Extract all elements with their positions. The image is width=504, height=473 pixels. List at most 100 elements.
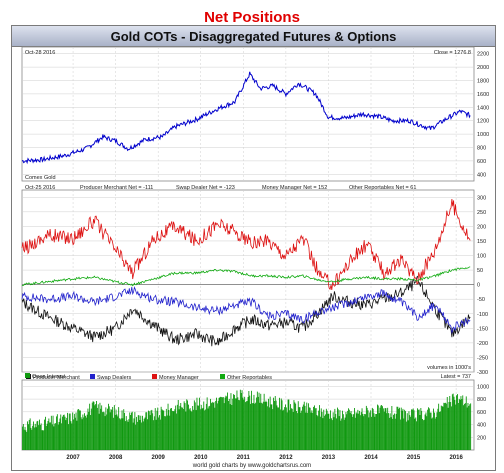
y-tick-label-net_positions: -50: [477, 297, 485, 303]
oi-bar: [436, 412, 438, 450]
panel-net_positions-frame: [21, 189, 475, 373]
oi-bar: [369, 412, 371, 450]
y-tick-label-price: 600: [477, 159, 486, 165]
oi-bar: [391, 406, 393, 450]
oi-bar: [84, 413, 85, 450]
oi-bar: [210, 398, 211, 450]
oi-bar: [440, 411, 441, 450]
oi-bar: [180, 403, 182, 450]
oi-bar: [170, 408, 171, 450]
oi-bar: [427, 409, 429, 450]
oi-bar: [241, 390, 243, 450]
oi-bar: [83, 417, 85, 450]
oi-bar: [162, 410, 164, 450]
oi-bar: [86, 414, 88, 450]
oi-bar: [113, 405, 115, 450]
oi-bar: [377, 404, 378, 450]
net-date-label: Oct-25 2016: [25, 185, 55, 191]
oi-bar: [320, 408, 322, 450]
oi-bar: [457, 394, 458, 450]
oi-bar: [171, 410, 173, 450]
oi-bar: [96, 401, 97, 450]
oi-bar: [141, 422, 143, 450]
oi-bar: [343, 419, 345, 450]
oi-bar: [319, 405, 320, 450]
oi-bar: [206, 397, 208, 450]
oi-bar: [451, 406, 452, 450]
oi-bar: [114, 414, 116, 450]
oi-bar: [336, 418, 337, 450]
oi-bar: [109, 412, 111, 450]
oi-bar: [247, 397, 249, 450]
oi-bar: [260, 393, 262, 450]
oi-bar: [442, 406, 444, 450]
oi-bar: [198, 405, 200, 450]
oi-bar: [219, 397, 221, 450]
series-line-other-reportables: [21, 266, 471, 287]
oi-bar: [331, 420, 333, 450]
oi-bar: [236, 390, 238, 450]
oi-bar: [390, 417, 392, 450]
oi-bar: [368, 417, 370, 450]
oi-bar: [415, 417, 417, 450]
y-tick-label-price: 800: [477, 146, 486, 152]
oi-bar: [205, 403, 207, 450]
oi-bar: [389, 413, 391, 450]
oi-bar: [182, 409, 184, 450]
oi-bar: [69, 413, 71, 450]
oi-bar: [90, 415, 91, 450]
oi-bar: [172, 411, 174, 450]
oi-bar: [269, 396, 271, 450]
oi-bar: [77, 409, 79, 450]
oi-bar: [92, 401, 94, 450]
oi-bar: [89, 403, 91, 450]
oi-bar: [286, 412, 288, 450]
oi-bar: [457, 403, 459, 450]
oi-bar: [358, 413, 360, 450]
oi-bar: [36, 421, 38, 450]
oi-bar: [315, 408, 317, 450]
oi-bar: [129, 412, 131, 450]
oi-bar: [158, 417, 160, 450]
oi-bar: [412, 408, 414, 450]
oi-bar: [224, 397, 226, 450]
oi-bar: [178, 409, 180, 450]
oi-bar: [347, 410, 349, 450]
oi-bar: [47, 421, 49, 450]
oi-bar: [127, 421, 129, 450]
oi-bar: [380, 405, 382, 450]
oi-bar: [327, 413, 329, 450]
oi-bar: [168, 410, 170, 450]
oi-bar: [273, 397, 274, 450]
oi-bar: [216, 397, 217, 450]
oi-bar: [356, 413, 358, 450]
oi-bar: [394, 413, 395, 450]
oi-bar: [259, 402, 261, 450]
oi-bar: [147, 419, 148, 450]
oi-bar: [188, 409, 190, 450]
footer-credit: world gold charts by www.goldchartsrus.c…: [192, 463, 312, 469]
oi-bar: [279, 409, 281, 450]
oi-bar: [410, 416, 412, 450]
oi-bar: [161, 409, 163, 450]
price-line: [21, 71, 471, 165]
oi-bar: [214, 407, 216, 450]
oi-bar: [217, 400, 219, 450]
oi-bar: [194, 402, 196, 450]
oi-bar: [215, 400, 217, 450]
oi-bar: [193, 409, 194, 450]
oi-bar: [227, 392, 228, 450]
oi-bar: [438, 403, 440, 450]
oi-bar: [245, 401, 247, 450]
oi-bar: [359, 410, 360, 450]
oi-bar: [136, 416, 137, 450]
oi-bar: [399, 407, 400, 450]
oi-bar: [322, 418, 324, 450]
oi-bar: [447, 407, 449, 450]
oi-bar: [79, 410, 81, 450]
oi-bar: [110, 409, 112, 450]
oi-bar: [353, 414, 354, 450]
oi-bar: [85, 415, 86, 450]
oi-bar: [313, 406, 314, 450]
oi-bar: [34, 423, 36, 450]
